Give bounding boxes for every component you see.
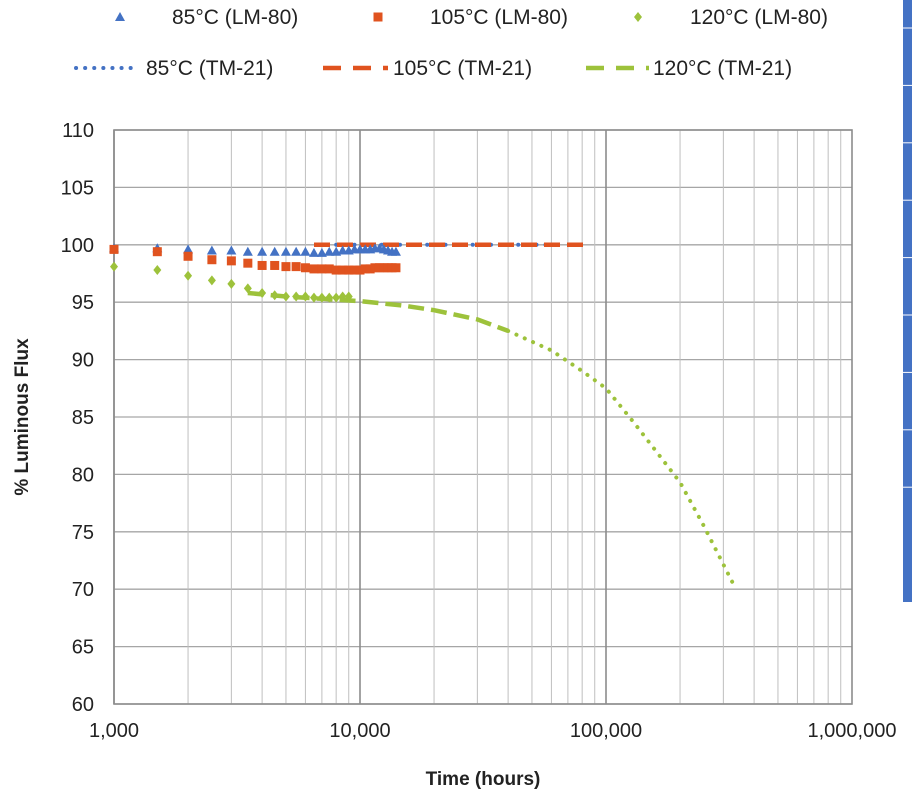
data-point [309, 292, 318, 303]
data-point [270, 290, 279, 301]
data-point [360, 264, 370, 274]
y-tick-label: 110 [62, 120, 94, 142]
data-point [390, 246, 401, 256]
x-tick-label: 1,000 [89, 720, 139, 742]
y-tick-label: 70 [72, 579, 94, 601]
y-tick-label: 75 [72, 522, 94, 544]
data-point [153, 265, 162, 276]
data-point [308, 247, 319, 257]
legend-label: 105°C (LM-80) [430, 6, 568, 29]
side-panel [903, 0, 912, 602]
plot-border [113, 129, 853, 705]
data-point [338, 265, 348, 275]
data-point [338, 291, 347, 302]
data-point [324, 264, 334, 274]
data-point [243, 283, 252, 294]
y-tick-label: 80 [72, 464, 94, 486]
data-point [110, 261, 118, 272]
data-point [281, 262, 291, 272]
data-point [300, 263, 310, 273]
data-point [324, 246, 335, 256]
y-tick-label: 85 [72, 407, 94, 429]
data-point [291, 262, 301, 272]
data-point [242, 246, 253, 256]
y-tick-label: 60 [72, 694, 94, 716]
x-tick-labels: 1,000 10,000 100,000 1,000,000 [89, 720, 897, 742]
x-tick-label: 10,000 [329, 720, 390, 742]
legend-label: 85°C (LM-80) [172, 6, 298, 29]
legend-marker [373, 12, 383, 22]
data-point [316, 247, 327, 257]
legend: 85°C (LM-80) 105°C (LM-80) 120°C (LM-80) 85… [74, 6, 828, 80]
y-tick-label: 90 [72, 350, 94, 372]
side-panel-bar [903, 0, 912, 602]
data-point [370, 263, 380, 273]
data-point [325, 292, 334, 303]
legend-marker [115, 12, 125, 21]
data-point [331, 265, 341, 275]
data-point [207, 255, 217, 265]
data-point [257, 260, 267, 270]
x-tick-label: 1,000,000 [808, 720, 897, 742]
legend-label: 105°C (TM-21) [393, 57, 532, 80]
legend-label: 120°C (LM-80) [690, 6, 828, 29]
data-point [292, 291, 301, 302]
data-point [281, 291, 290, 302]
legend-label: 85°C (TM-21) [146, 57, 273, 80]
data-point [350, 265, 360, 275]
data-point [183, 251, 193, 261]
grid-lines [113, 129, 852, 705]
data-point [270, 260, 280, 270]
series-1 [109, 244, 401, 275]
y-tick-labels: 60 65 70 75 80 85 90 95 100 105 110 [61, 120, 94, 716]
data-point [280, 246, 291, 256]
data-point [152, 247, 162, 257]
data-point [391, 263, 401, 273]
x-axis-title: Time (hours) [426, 769, 541, 790]
data-point [226, 245, 237, 255]
data-point [109, 244, 119, 254]
legend-marker [634, 12, 642, 22]
data-point [269, 246, 280, 256]
data-point [344, 291, 353, 302]
y-axis-title: % Luminous Flux [12, 338, 33, 496]
data-point [183, 244, 194, 254]
data-point [257, 246, 268, 256]
y-tick-label: 65 [72, 637, 94, 659]
data-point [184, 270, 193, 281]
y-tick-label: 105 [61, 177, 94, 199]
data-point [365, 264, 375, 274]
x-tick-label: 100,000 [570, 720, 642, 742]
data-point [206, 245, 217, 255]
data-point [207, 275, 216, 286]
data-point [300, 246, 311, 256]
y-tick-label: 95 [72, 292, 94, 314]
data-point [226, 256, 236, 266]
data-point [243, 258, 253, 268]
y-tick-label: 100 [61, 235, 94, 257]
series-6 [506, 328, 736, 587]
data-point [332, 292, 341, 303]
series-2 [110, 261, 353, 303]
series-layer [109, 242, 736, 587]
plot-area [113, 129, 853, 705]
data-point [317, 292, 326, 303]
data-point [291, 246, 302, 256]
data-point [344, 265, 354, 275]
data-point [309, 264, 319, 274]
data-point [355, 265, 365, 275]
data-point [317, 264, 327, 274]
series-line [506, 328, 736, 587]
legend-label: 120°C (TM-21) [653, 57, 792, 80]
data-point [301, 291, 310, 302]
data-point [227, 278, 236, 289]
data-point [258, 288, 267, 299]
